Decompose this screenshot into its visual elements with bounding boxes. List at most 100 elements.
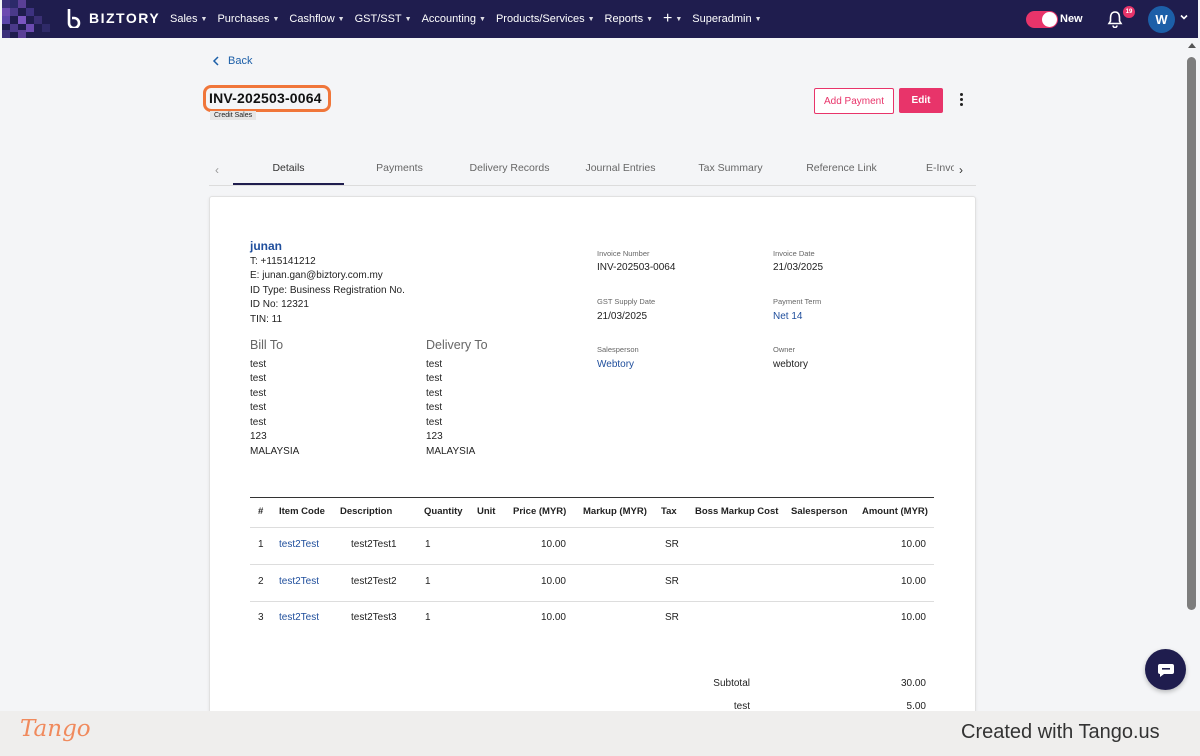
delivery-to-line: test <box>426 359 443 370</box>
biztory-logo[interactable]: BIZTORY <box>66 8 160 28</box>
cell-price: 10.00 <box>540 612 566 623</box>
scrollbar-up-arrow[interactable] <box>1188 43 1196 48</box>
cell-item-code-link[interactable]: test2Test <box>279 576 320 587</box>
tango-logo: Tango <box>20 716 91 742</box>
tabs-scroll-left-icon[interactable]: ‹ <box>215 163 219 177</box>
invoice-tabs: ‹ Details Payments Delivery Records Jour… <box>209 154 976 186</box>
delivery-to-line: test <box>426 373 443 384</box>
plus-icon: + <box>663 10 673 27</box>
bill-to-line: test <box>250 417 267 428</box>
chevron-down-icon[interactable] <box>1179 12 1189 22</box>
cell-index: 1 <box>258 539 264 550</box>
chevron-left-icon <box>212 56 219 66</box>
bill-to-line: 123 <box>250 431 267 442</box>
bill-to-line: test <box>250 388 267 399</box>
more-options-icon[interactable] <box>956 93 966 109</box>
tab-reference-link[interactable]: Reference Link <box>806 162 877 174</box>
company-name: junan <box>250 239 282 253</box>
active-tab-indicator <box>233 183 344 185</box>
col-header-index: # <box>258 506 264 517</box>
invoice-type-chip: Credit Sales <box>210 111 257 120</box>
owner-value: webtory <box>773 359 809 370</box>
company-phone: T: +115141212 <box>250 256 316 267</box>
tab-tax-summary[interactable]: Tax Summary <box>698 162 763 174</box>
cell-description: test2Test1 <box>351 539 397 550</box>
bill-to-line: MALAYSIA <box>250 446 300 457</box>
col-header-boss-markup-cost: Boss Markup Cost <box>695 506 779 517</box>
nav-products-services[interactable]: Products/Services ▼ <box>495 13 595 25</box>
cell-description: test2Test2 <box>351 576 397 587</box>
edit-button[interactable]: Edit <box>899 88 943 113</box>
add-payment-button[interactable]: Add Payment <box>814 88 894 114</box>
company-id-no: ID No: 12321 <box>250 299 309 310</box>
table-divider <box>250 564 934 565</box>
cell-quantity: 1 <box>425 539 431 550</box>
salesperson-label: Salesperson <box>597 345 639 354</box>
tango-footer <box>0 711 1200 756</box>
created-with-tango-text: Created with Tango.us <box>961 721 1160 743</box>
nav-purchases[interactable]: Purchases ▼ <box>217 13 280 25</box>
bill-to-line: test <box>250 373 267 384</box>
col-header-unit: Unit <box>477 506 496 517</box>
tab-journal-entries[interactable]: Journal Entries <box>585 162 656 174</box>
tab-payments[interactable]: Payments <box>376 162 423 174</box>
notification-bell-icon[interactable] <box>1107 10 1123 28</box>
notification-count-badge: 19 <box>1123 6 1135 18</box>
col-header-markup: Markup (MYR) <box>583 506 647 517</box>
nav-reports[interactable]: Reports ▼ <box>604 13 654 25</box>
nav-superadmin[interactable]: Superadmin ▼ <box>692 13 762 25</box>
payment-term-link[interactable]: Net 14 <box>773 311 803 322</box>
title-highlight-outline <box>203 85 331 112</box>
nav-sales[interactable]: Sales ▼ <box>170 13 208 25</box>
bill-to-heading: Bill To <box>250 338 284 352</box>
cell-quantity: 1 <box>425 576 431 587</box>
cell-tax: SR <box>665 576 679 587</box>
tabs-scroll-right-icon[interactable]: › <box>959 163 963 177</box>
top-navbar: BIZTORY Sales ▼ Purchases ▼ Cashflow ▼ GST/… <box>2 0 1198 38</box>
cell-amount: 10.00 <box>900 576 926 587</box>
cell-tax: SR <box>665 612 679 623</box>
cell-item-code-link[interactable]: test2Test <box>279 612 320 623</box>
cell-amount: 10.00 <box>900 539 926 550</box>
cell-description: test2Test3 <box>351 612 397 623</box>
cell-price: 10.00 <box>540 539 566 550</box>
tab-e-invoice[interactable]: E-Invoice <box>926 162 954 174</box>
nav-gst-sst[interactable]: GST/SST ▼ <box>354 13 412 25</box>
nav-add-plus[interactable]: + ▼ <box>663 10 683 27</box>
new-ui-toggle[interactable] <box>1026 11 1058 28</box>
tab-details[interactable]: Details <box>272 162 305 174</box>
gst-supply-date-label: GST Supply Date <box>597 297 656 306</box>
back-link[interactable]: Back <box>212 55 252 67</box>
nav-cashflow[interactable]: Cashflow ▼ <box>289 13 345 25</box>
salesperson-link[interactable]: Webtory <box>597 359 635 370</box>
page-scrollbar-thumb[interactable] <box>1187 57 1196 610</box>
nav-accounting[interactable]: Accounting ▼ <box>421 13 486 25</box>
main-nav: Sales ▼ Purchases ▼ Cashflow ▼ GST/SST ▼ Acc… <box>170 0 762 38</box>
gst-supply-date-value: 21/03/2025 <box>597 311 648 322</box>
col-header-amount: Amount (MYR) <box>862 506 928 517</box>
bill-to-line: test <box>250 359 267 370</box>
chat-support-button[interactable] <box>1145 649 1186 690</box>
col-header-price: Price (MYR) <box>513 506 567 517</box>
biztory-logo-icon <box>67 9 81 28</box>
cell-index: 2 <box>258 576 264 587</box>
table-divider <box>250 601 934 602</box>
invoice-date-label: Invoice Date <box>773 249 815 258</box>
new-ui-toggle-label: New <box>1060 13 1083 25</box>
col-header-salesperson: Salesperson <box>791 506 848 517</box>
cell-item-code-link[interactable]: test2Test <box>279 539 320 550</box>
col-header-tax: Tax <box>661 506 677 517</box>
cell-index: 3 <box>258 612 264 623</box>
tab-delivery-records[interactable]: Delivery Records <box>469 162 550 174</box>
brand-name: BIZTORY <box>89 10 161 26</box>
col-header-description: Description <box>340 506 393 517</box>
chat-icon <box>1157 663 1174 677</box>
cell-amount: 10.00 <box>900 612 926 623</box>
company-id-type: ID Type: Business Registration No. <box>250 285 405 296</box>
subtotal-label: Subtotal <box>713 678 750 689</box>
col-header-item-code: Item Code <box>279 506 325 517</box>
user-avatar[interactable]: W <box>1148 6 1175 33</box>
delivery-to-line: 123 <box>426 431 443 442</box>
delivery-to-line: test <box>426 417 443 428</box>
col-header-quantity: Quantity <box>424 506 463 517</box>
